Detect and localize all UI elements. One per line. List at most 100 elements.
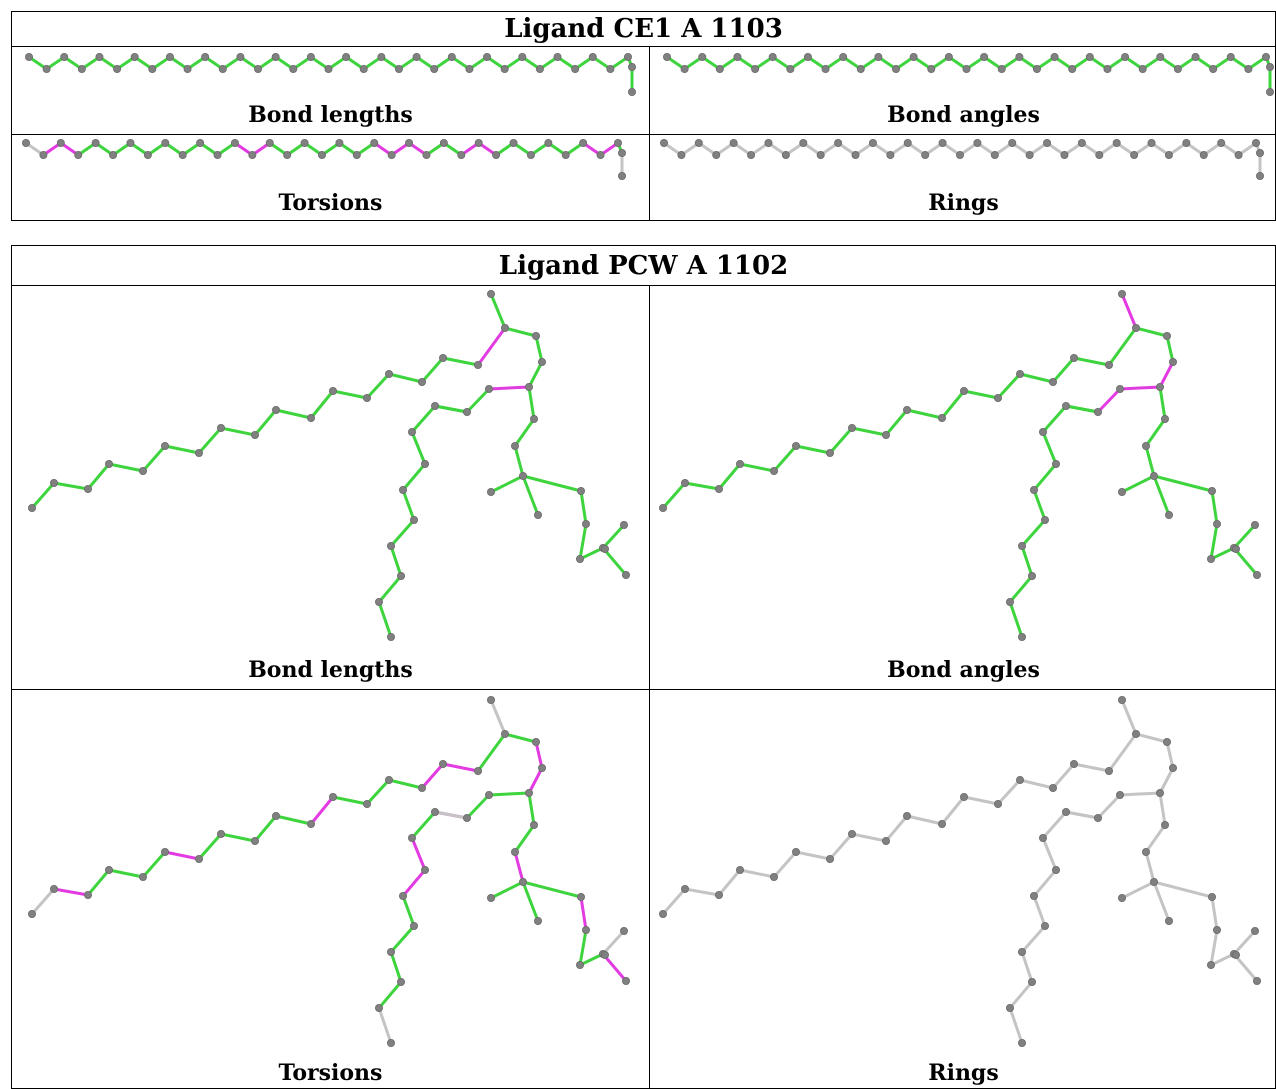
atom bbox=[359, 64, 368, 73]
atom bbox=[839, 53, 848, 61]
atom bbox=[1048, 784, 1057, 793]
atom bbox=[1156, 53, 1165, 61]
bond bbox=[197, 832, 223, 861]
atom bbox=[938, 139, 947, 147]
atom bbox=[105, 459, 114, 468]
bond bbox=[521, 474, 540, 517]
atom bbox=[500, 64, 509, 73]
atom bbox=[377, 53, 386, 61]
atom bbox=[1029, 891, 1038, 900]
atom bbox=[447, 53, 456, 61]
atom bbox=[417, 784, 426, 793]
atom bbox=[396, 571, 405, 580]
bond bbox=[534, 740, 544, 770]
atom bbox=[113, 64, 122, 73]
atom bbox=[510, 441, 519, 450]
atom bbox=[422, 150, 431, 159]
atom bbox=[1160, 820, 1169, 829]
atom bbox=[398, 485, 407, 494]
bond bbox=[1158, 791, 1167, 827]
atom bbox=[457, 150, 466, 159]
atom bbox=[747, 150, 756, 159]
atom bbox=[618, 148, 627, 157]
atom bbox=[484, 791, 493, 800]
atom bbox=[438, 760, 447, 769]
atom bbox=[579, 139, 588, 147]
atom bbox=[601, 950, 610, 959]
atom bbox=[1115, 385, 1124, 394]
bond bbox=[1232, 523, 1257, 550]
atom bbox=[1117, 290, 1126, 298]
atom bbox=[825, 854, 834, 863]
atom bbox=[148, 64, 157, 73]
panel-bond-lengths: Bond lengths bbox=[12, 47, 650, 135]
bond bbox=[410, 810, 437, 840]
atom bbox=[937, 413, 946, 422]
bond bbox=[219, 832, 257, 843]
bond bbox=[661, 481, 687, 510]
atom bbox=[980, 53, 989, 61]
atom bbox=[283, 150, 292, 159]
bond bbox=[1072, 762, 1111, 773]
atom bbox=[74, 150, 83, 159]
atom bbox=[770, 872, 779, 881]
bond bbox=[465, 387, 491, 414]
bond bbox=[828, 426, 854, 455]
atom bbox=[1199, 150, 1208, 159]
atom bbox=[1141, 441, 1150, 450]
atom bbox=[1008, 139, 1017, 147]
bond bbox=[1134, 326, 1169, 338]
atom bbox=[1256, 172, 1265, 181]
bond bbox=[487, 791, 531, 797]
atom bbox=[1061, 808, 1070, 817]
atom bbox=[1015, 776, 1024, 785]
atom bbox=[576, 554, 585, 563]
atom bbox=[1077, 139, 1086, 147]
bond bbox=[513, 444, 525, 478]
atom bbox=[352, 150, 361, 159]
atom bbox=[694, 139, 703, 147]
atom bbox=[628, 88, 637, 97]
atom bbox=[109, 150, 118, 159]
atom bbox=[1256, 148, 1265, 157]
bond bbox=[884, 408, 909, 437]
bond bbox=[1064, 404, 1100, 414]
atom bbox=[955, 150, 964, 159]
atom bbox=[525, 789, 534, 798]
bond bbox=[1158, 360, 1175, 389]
bond bbox=[527, 385, 536, 421]
atom bbox=[764, 139, 773, 147]
bond bbox=[601, 929, 626, 956]
atom bbox=[1131, 324, 1140, 333]
atom bbox=[712, 150, 721, 159]
bond bbox=[387, 778, 424, 790]
atom bbox=[462, 408, 471, 417]
atom bbox=[271, 53, 280, 61]
atom bbox=[462, 814, 471, 823]
atom bbox=[751, 64, 760, 73]
atom bbox=[624, 53, 633, 61]
atom bbox=[553, 53, 562, 61]
bond bbox=[1144, 823, 1167, 854]
atom bbox=[374, 597, 383, 606]
bond bbox=[905, 408, 944, 420]
atom bbox=[622, 570, 631, 579]
bond bbox=[30, 887, 56, 916]
bond bbox=[86, 868, 111, 897]
atom bbox=[60, 53, 69, 61]
atom bbox=[658, 503, 667, 512]
atom bbox=[715, 890, 724, 899]
atom bbox=[386, 947, 395, 956]
bond bbox=[107, 462, 145, 473]
atom bbox=[386, 541, 395, 550]
atom bbox=[1266, 62, 1275, 71]
bond bbox=[579, 895, 588, 932]
panel-torsions: Torsions bbox=[12, 690, 650, 1088]
bond bbox=[387, 372, 424, 384]
bond bbox=[410, 430, 427, 466]
bond bbox=[1144, 444, 1156, 478]
bond bbox=[487, 385, 531, 391]
atom bbox=[1163, 738, 1172, 747]
bond bbox=[1041, 404, 1068, 434]
atom bbox=[1262, 53, 1271, 61]
